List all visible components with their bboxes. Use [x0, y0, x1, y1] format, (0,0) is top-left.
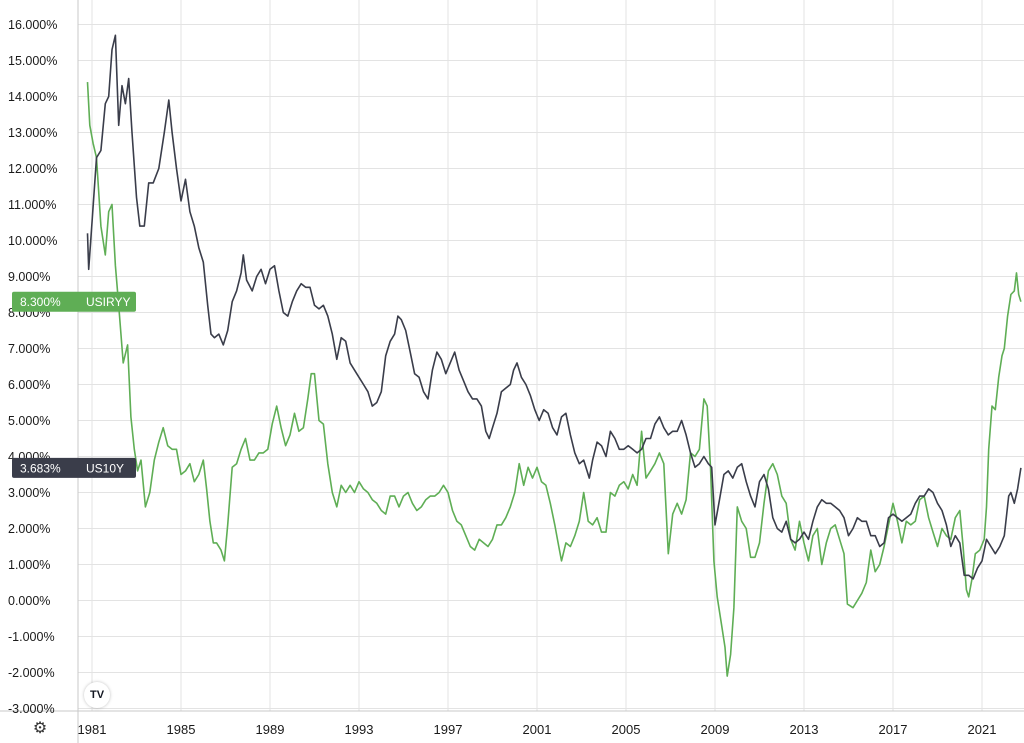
y-tick-label: 9.000% [8, 270, 50, 284]
y-tick-label: 13.000% [8, 126, 57, 140]
last-value-tag-usiryy: 8.300% USIRYY [12, 291, 136, 312]
last-value-label: 8.300% [20, 295, 61, 309]
y-tick-label: 7.000% [8, 342, 50, 356]
x-tick-label: 2013 [790, 722, 819, 737]
series-name-label: USIRYY [86, 295, 130, 309]
series-layer [86, 34, 1022, 677]
x-tick-label: 2021 [968, 722, 997, 737]
y-tick-label: -2.000% [8, 666, 55, 680]
x-tick-label: 1981 [78, 722, 107, 737]
y-tick-label: 3.000% [8, 486, 50, 500]
x-tick-label: 1997 [434, 722, 463, 737]
x-tick-label: 2001 [523, 722, 552, 737]
x-tick-label: 1989 [256, 722, 285, 737]
series-name-label: US10Y [86, 461, 124, 475]
x-tick-label: 2005 [612, 722, 641, 737]
x-tick-label: 2009 [701, 722, 730, 737]
last-value-label: 3.683% [20, 461, 61, 475]
y-tick-label: -1.000% [8, 630, 55, 644]
y-tick-label: 11.000% [8, 198, 56, 212]
y-tick-label: -3.000% [8, 702, 55, 716]
y-tick-label: 15.000% [8, 54, 57, 68]
x-tick-label: 1993 [345, 722, 374, 737]
series-line-usiryy [86, 82, 1022, 677]
x-axis-labels: 1981 1985 1989 1993 1997 2001 2005 2009 2013 2017… [78, 722, 997, 737]
x-tick-label: 1985 [167, 722, 196, 737]
y-tick-label: 10.000% [8, 234, 57, 248]
gear-icon[interactable]: ⚙ [32, 720, 48, 737]
last-value-tag-us10y: 3.683% US10Y [12, 457, 136, 478]
y-tick-label: 14.000% [8, 90, 57, 104]
x-tick-label: 2017 [879, 722, 908, 737]
y-tick-label: 2.000% [8, 522, 50, 536]
last-value-tags: 3.683% US10Y 8.300% USIRYY [12, 291, 136, 478]
y-tick-label: 12.000% [8, 162, 57, 176]
tradingview-logo-icon[interactable]: TV [84, 682, 110, 708]
y-axis-labels: 16.000% 15.000% 14.000% 13.000% 12.000% 11.00… [8, 18, 57, 716]
y-tick-label: 0.000% [8, 594, 50, 608]
y-tick-label: 6.000% [8, 378, 50, 392]
y-tick-label: 5.000% [8, 414, 50, 428]
series-line-us10y [86, 34, 1022, 580]
y-tick-label: 1.000% [8, 558, 50, 572]
y-tick-label: 16.000% [8, 18, 57, 32]
